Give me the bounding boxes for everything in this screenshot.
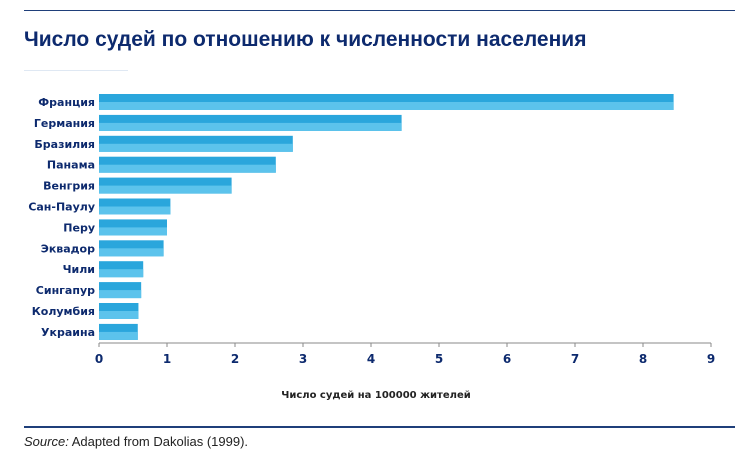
x-tick-label-1: 1 xyxy=(163,352,171,366)
bar-4-shade xyxy=(99,185,232,194)
source-note: Source: Adapted from Dakolias (1999). xyxy=(24,434,248,449)
category-label-1: Германия xyxy=(34,117,95,130)
bar-0-shade xyxy=(99,102,674,110)
title-underline xyxy=(24,70,128,71)
bar-10-shade xyxy=(99,311,139,319)
category-label-3: Панама xyxy=(47,159,95,172)
source-label: Source: xyxy=(24,434,69,449)
x-tick-label-2: 2 xyxy=(231,352,239,366)
category-label-7: Эквадор xyxy=(41,242,95,255)
x-tick-label-9: 9 xyxy=(707,352,715,366)
bar-6-shade xyxy=(99,227,167,236)
top-rule xyxy=(24,10,735,11)
category-label-10: Колумбия xyxy=(32,305,95,318)
bar-2-shade xyxy=(99,143,293,152)
bar-3-shade xyxy=(99,164,276,173)
bar-chart: Франция Германия Бразилия Панама Венгрия Сан-… xyxy=(28,94,715,401)
category-label-0: Франция xyxy=(38,96,95,109)
x-tick-label-0: 0 xyxy=(95,352,103,366)
category-label-11: Украина xyxy=(41,326,95,339)
bar-5-shade xyxy=(99,206,171,215)
category-label-4: Венгрия xyxy=(43,180,95,193)
x-tick-label-8: 8 xyxy=(639,352,647,366)
bar-9-shade xyxy=(99,290,142,299)
category-label-5: Сан-Паулу xyxy=(28,201,95,214)
x-tick-label-4: 4 xyxy=(367,352,375,366)
bar-7-shade xyxy=(99,248,164,257)
category-label-6: Перу xyxy=(63,221,95,234)
bar-1-shade xyxy=(99,122,402,131)
chart-title: Число судей по отношению к численности н… xyxy=(24,28,587,51)
category-label-9: Сингапур xyxy=(36,284,95,297)
category-label-2: Бразилия xyxy=(34,138,95,151)
source-text: Adapted from Dakolias (1999). xyxy=(68,434,249,449)
category-label-8: Чили xyxy=(63,263,95,276)
x-tick-label-6: 6 xyxy=(503,352,511,366)
x-tick-label-3: 3 xyxy=(299,352,307,366)
x-tick-label-5: 5 xyxy=(435,352,443,366)
x-axis-label: Число судей на 100000 жителей xyxy=(281,390,471,401)
bar-11-shade xyxy=(99,331,138,340)
x-tick-label-7: 7 xyxy=(571,352,579,366)
bar-8-shade xyxy=(99,269,144,278)
footer-rule xyxy=(24,426,735,428)
